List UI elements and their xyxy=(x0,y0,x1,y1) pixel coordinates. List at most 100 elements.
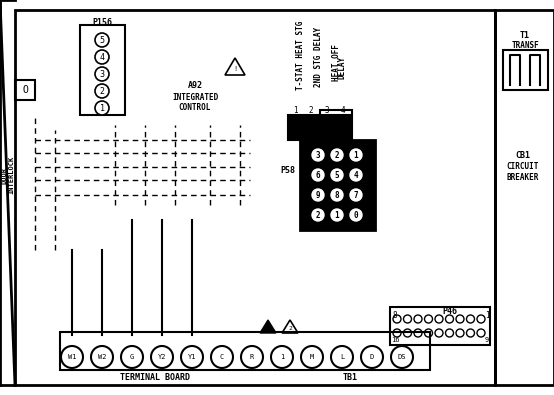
Bar xyxy=(288,115,302,140)
Circle shape xyxy=(350,169,362,181)
Text: 1: 1 xyxy=(335,211,339,220)
Circle shape xyxy=(312,149,324,161)
Circle shape xyxy=(241,346,263,368)
Text: TB1: TB1 xyxy=(342,372,357,382)
Circle shape xyxy=(331,149,343,161)
Circle shape xyxy=(414,329,422,337)
Text: P46: P46 xyxy=(443,307,458,316)
Circle shape xyxy=(310,147,326,163)
Text: DS: DS xyxy=(398,354,406,360)
Circle shape xyxy=(310,207,326,223)
Text: 16: 16 xyxy=(391,337,399,343)
Bar xyxy=(495,10,554,385)
Circle shape xyxy=(329,207,345,223)
Text: 8: 8 xyxy=(335,190,339,199)
Circle shape xyxy=(312,189,324,201)
Text: 3: 3 xyxy=(325,105,329,115)
Circle shape xyxy=(393,329,401,337)
Circle shape xyxy=(350,189,362,201)
Text: C: C xyxy=(220,354,224,360)
Text: 4: 4 xyxy=(353,171,358,179)
Circle shape xyxy=(456,329,464,337)
Circle shape xyxy=(331,169,343,181)
Circle shape xyxy=(151,346,173,368)
Bar xyxy=(15,80,35,100)
Text: DELAY: DELAY xyxy=(337,55,346,79)
Circle shape xyxy=(310,187,326,203)
Circle shape xyxy=(181,346,203,368)
Text: 1: 1 xyxy=(293,105,297,115)
Text: A92: A92 xyxy=(187,81,203,90)
Circle shape xyxy=(477,329,485,337)
Text: 4: 4 xyxy=(100,53,105,62)
Circle shape xyxy=(424,315,433,323)
Text: 8: 8 xyxy=(393,310,397,320)
Text: 3: 3 xyxy=(100,70,105,79)
Bar xyxy=(60,332,430,370)
Circle shape xyxy=(348,187,364,203)
Text: W1: W1 xyxy=(68,354,76,360)
Text: CB1: CB1 xyxy=(516,150,531,160)
Text: 6: 6 xyxy=(316,171,320,179)
Circle shape xyxy=(271,346,293,368)
Circle shape xyxy=(403,315,412,323)
Text: 2: 2 xyxy=(100,87,105,96)
Text: TERMINAL BOARD: TERMINAL BOARD xyxy=(120,372,190,382)
Text: 1: 1 xyxy=(485,310,489,320)
Circle shape xyxy=(91,346,113,368)
Text: P58: P58 xyxy=(280,166,295,175)
Circle shape xyxy=(211,346,233,368)
Text: M: M xyxy=(310,354,314,360)
Circle shape xyxy=(393,315,401,323)
Text: CONTROL: CONTROL xyxy=(179,102,211,111)
Text: 2: 2 xyxy=(309,105,314,115)
Bar xyxy=(304,115,318,140)
Text: D: D xyxy=(370,354,374,360)
Bar xyxy=(320,115,334,140)
Text: 9: 9 xyxy=(485,337,489,343)
Circle shape xyxy=(95,50,109,64)
Text: 2: 2 xyxy=(335,150,339,160)
Text: R: R xyxy=(250,354,254,360)
Circle shape xyxy=(348,167,364,183)
Circle shape xyxy=(329,147,345,163)
Text: 3: 3 xyxy=(316,150,320,160)
Circle shape xyxy=(301,346,323,368)
Text: 1: 1 xyxy=(353,150,358,160)
Text: 9: 9 xyxy=(316,190,320,199)
Circle shape xyxy=(312,209,324,221)
Circle shape xyxy=(61,346,83,368)
Text: TRANSF: TRANSF xyxy=(511,41,539,49)
Circle shape xyxy=(391,346,413,368)
Circle shape xyxy=(121,346,143,368)
Circle shape xyxy=(445,329,454,337)
Text: 4: 4 xyxy=(341,105,345,115)
Bar xyxy=(80,25,125,115)
Circle shape xyxy=(350,209,362,221)
Text: 5: 5 xyxy=(100,36,105,45)
Text: O: O xyxy=(22,85,28,95)
Text: P156: P156 xyxy=(92,17,112,26)
Circle shape xyxy=(435,315,443,323)
Circle shape xyxy=(445,315,454,323)
Circle shape xyxy=(466,315,474,323)
Text: Y2: Y2 xyxy=(158,354,166,360)
Circle shape xyxy=(95,101,109,115)
Circle shape xyxy=(348,147,364,163)
Text: DOOR
INTERLOCK: DOOR INTERLOCK xyxy=(2,156,14,194)
Text: T1: T1 xyxy=(520,30,530,40)
Bar xyxy=(336,115,350,140)
Text: G: G xyxy=(130,354,134,360)
Circle shape xyxy=(331,346,353,368)
Circle shape xyxy=(95,33,109,47)
Text: 5: 5 xyxy=(335,171,339,179)
Text: 2ND STG DELAY: 2ND STG DELAY xyxy=(314,27,322,87)
Circle shape xyxy=(414,315,422,323)
Circle shape xyxy=(331,209,343,221)
Text: W2: W2 xyxy=(98,354,106,360)
Text: 2: 2 xyxy=(288,327,292,331)
Circle shape xyxy=(95,67,109,81)
Text: 7: 7 xyxy=(353,190,358,199)
Text: !: ! xyxy=(233,66,237,72)
Circle shape xyxy=(403,329,412,337)
